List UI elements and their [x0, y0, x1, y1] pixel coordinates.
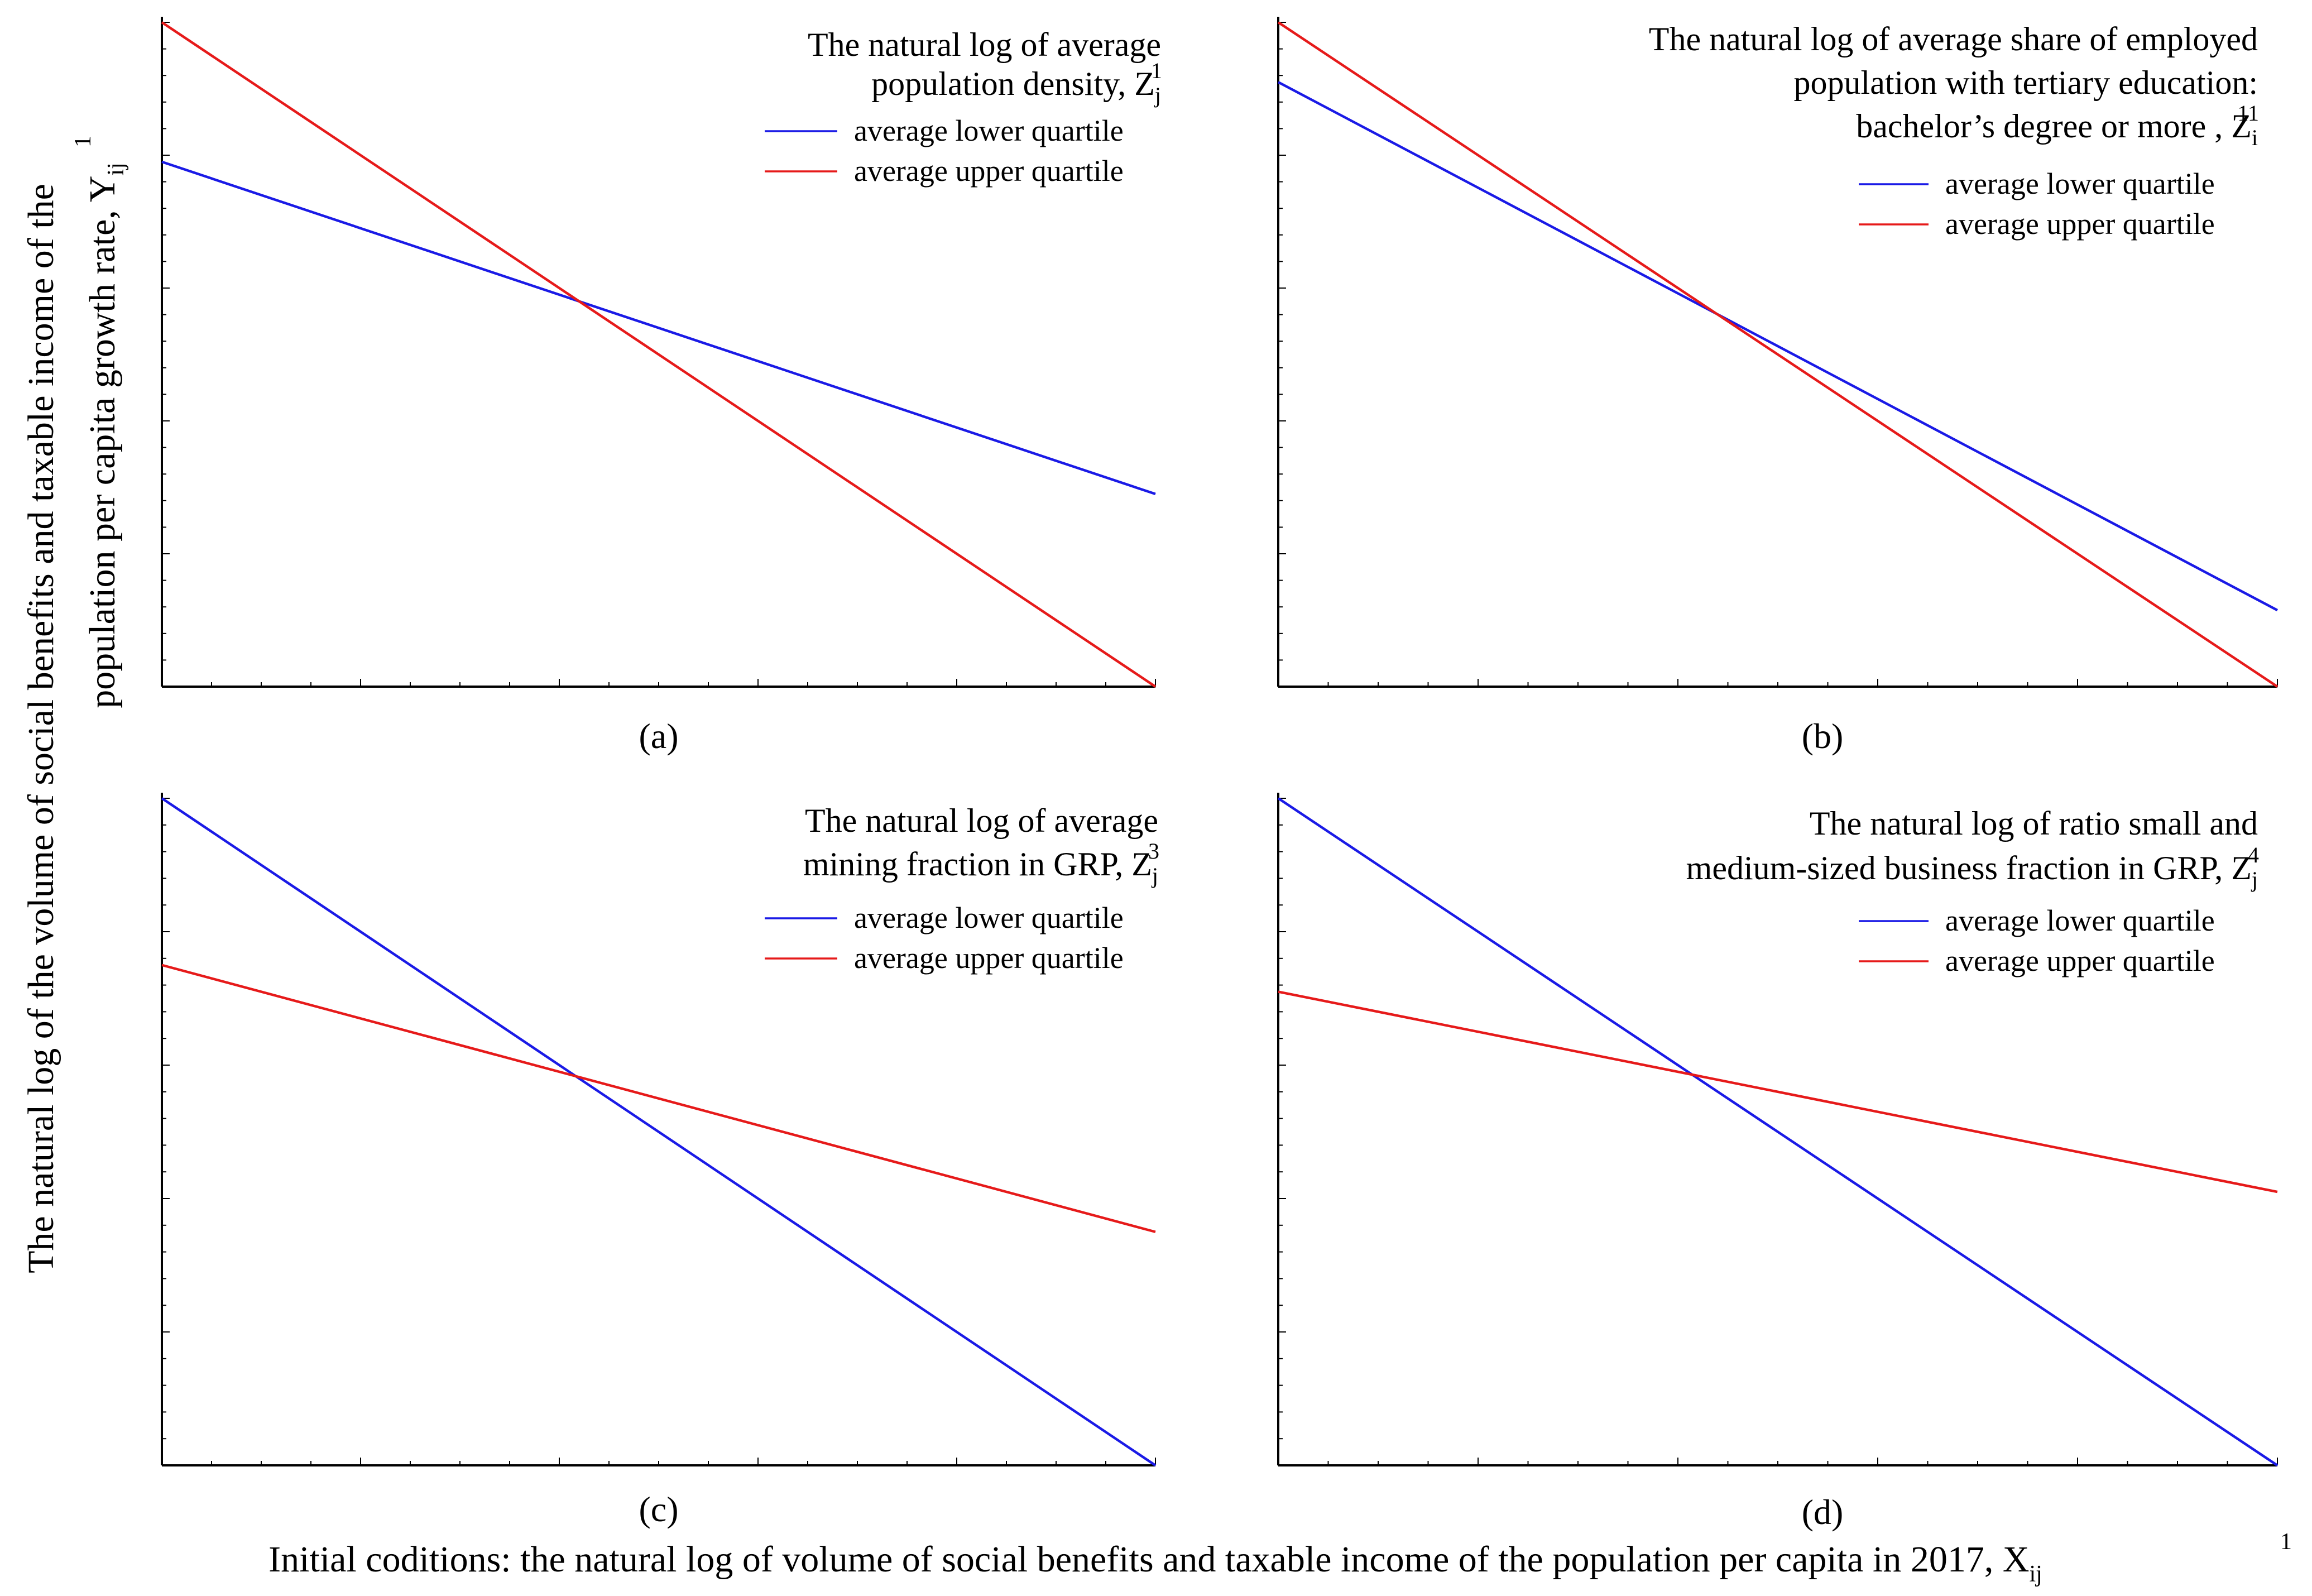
chart-title-line: medium-sized business fraction in GRP, Z… [1686, 850, 2258, 892]
series-line-lower-quartile [1277, 81, 2279, 612]
x-axis-title: Initial coditions: the natural log of vo… [268, 1539, 2042, 1587]
chart-title-superscript: 3 [1148, 838, 1159, 864]
chart-title-line: The natural log of average [805, 802, 1158, 839]
legend-label: average lower quartile [854, 901, 1124, 934]
chart-panel-2: The natural log of average share of empl… [1277, 17, 2279, 756]
chart-title-superscript: 4 [2248, 842, 2259, 868]
legend-label: average upper quartile [854, 941, 1124, 975]
chart-title-line: population with tertiary education: [1794, 64, 2258, 101]
chart-title-superscript: 11 [2237, 100, 2259, 126]
legend-label: average upper quartile [1945, 207, 2215, 241]
chart-title-line: The natural log of average share of empl… [1649, 21, 2258, 57]
series-line-upper-quartile [161, 21, 1157, 688]
series-line-lower-quartile [1277, 797, 2279, 1466]
chart-panel-4: The natural log of ratio small and medium… [1277, 793, 2279, 1532]
series-line-lower-quartile [161, 797, 1157, 1466]
y-axis-title: The natural log of the volume of social … [21, 136, 129, 1273]
legend-label: average upper quartile [1945, 944, 2215, 977]
chart-title-superscript: 1 [1151, 58, 1162, 83]
x-axis-title-superscript: 1 [2280, 1529, 2292, 1555]
series-line-upper-quartile [161, 964, 1156, 1233]
chart-title-line: bachelor’s degree or more , Zi [1856, 108, 2258, 150]
legend-label: average lower quartile [1945, 904, 2215, 937]
legend-label: average upper quartile [854, 154, 1124, 188]
panel-label: (a) [639, 716, 678, 756]
chart-panel-3: The natural log of average mining fractio… [161, 793, 1159, 1529]
chart-title-line: mining fraction in GRP, Zj [803, 846, 1158, 888]
panel-label: (c) [639, 1489, 678, 1529]
y-axis-label-line2: population per capita growth rate, Yij [82, 162, 129, 708]
y-axis-label-line1: The natural log of the volume of social … [21, 184, 61, 1273]
legend-label: average lower quartile [854, 114, 1124, 147]
chart-title-line: population density, Zj [871, 65, 1161, 108]
series-line-lower-quartile [161, 160, 1156, 496]
panel-label: (d) [1802, 1492, 1844, 1532]
legend-label: average lower quartile [1945, 167, 2215, 200]
chart-title-line: The natural log of average [808, 26, 1161, 63]
series-line-upper-quartile [1278, 990, 2278, 1194]
y-axis-label-superscript: 1 [70, 136, 96, 147]
series-line-upper-quartile [1277, 21, 2279, 688]
chart-title-line: The natural log of ratio small and [1810, 805, 2258, 842]
panel-label: (b) [1802, 716, 1844, 756]
